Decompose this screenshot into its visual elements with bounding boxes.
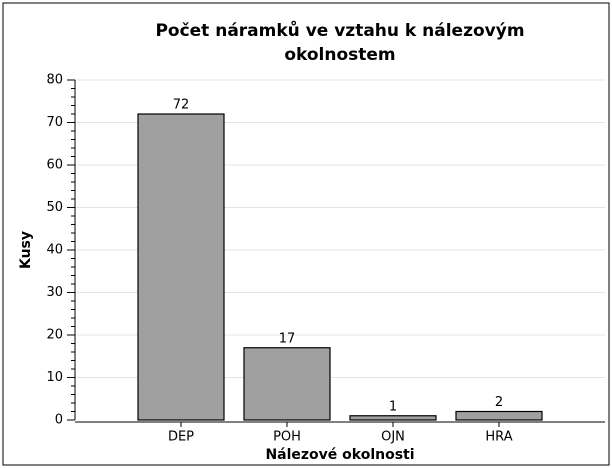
chart-title: Počet náramků ve vztahu k nálezovým bbox=[155, 19, 524, 41]
value-label: 1 bbox=[389, 399, 397, 414]
y-axis-label: Kusy bbox=[18, 231, 34, 269]
value-label: 72 bbox=[173, 98, 190, 113]
x-tick-label: OJN bbox=[381, 430, 405, 445]
x-tick-label: POH bbox=[273, 430, 301, 445]
bar bbox=[243, 347, 331, 421]
value-label: 2 bbox=[495, 395, 503, 410]
y-tick-label: 40 bbox=[46, 243, 63, 258]
x-tick-label: DEP bbox=[168, 430, 194, 445]
y-tick-label: 60 bbox=[46, 158, 63, 173]
y-tick-label: 30 bbox=[46, 285, 63, 300]
value-label: 17 bbox=[279, 331, 296, 346]
bar bbox=[349, 415, 437, 421]
bar bbox=[137, 113, 225, 421]
y-tick-label: 50 bbox=[46, 200, 63, 215]
bar bbox=[455, 410, 543, 421]
x-axis-label: Nálezové okolnosti bbox=[265, 447, 414, 463]
y-tick-label: 0 bbox=[55, 413, 63, 428]
y-tick-label: 20 bbox=[46, 328, 63, 343]
x-tick-label: HRA bbox=[485, 430, 512, 445]
y-tick-label: 70 bbox=[46, 115, 63, 130]
y-tick-label: 80 bbox=[46, 73, 63, 88]
y-tick-label: 10 bbox=[46, 370, 63, 385]
chart-title: okolnostem bbox=[284, 45, 395, 65]
